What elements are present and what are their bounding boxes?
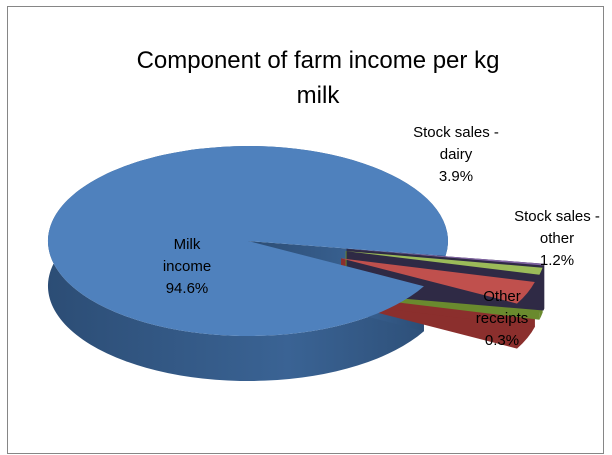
pie-slice-milk-income: [47, 146, 448, 337]
chart-title-line-1: Component of farm income per kg: [137, 47, 500, 74]
data-label-other-receipts: Other receipts 0.3%: [476, 288, 529, 349]
pie-slice-stock-sales-other: [345, 251, 543, 275]
pie-slice-other-receipts: [346, 248, 545, 266]
pie-slice-stock-sales-dairy: [341, 258, 535, 304]
chart-title: Component of farm income per kg milk: [137, 47, 500, 109]
data-label-stock-sales-dairy: Stock sales -dairy 3.9%: [413, 124, 499, 185]
data-label-milk-income: Milk income 94.6%: [163, 236, 211, 297]
chart-title-line-2: milk: [297, 82, 341, 109]
data-label-stock-sales-other: Stock sales -other 1.2%: [514, 208, 600, 269]
